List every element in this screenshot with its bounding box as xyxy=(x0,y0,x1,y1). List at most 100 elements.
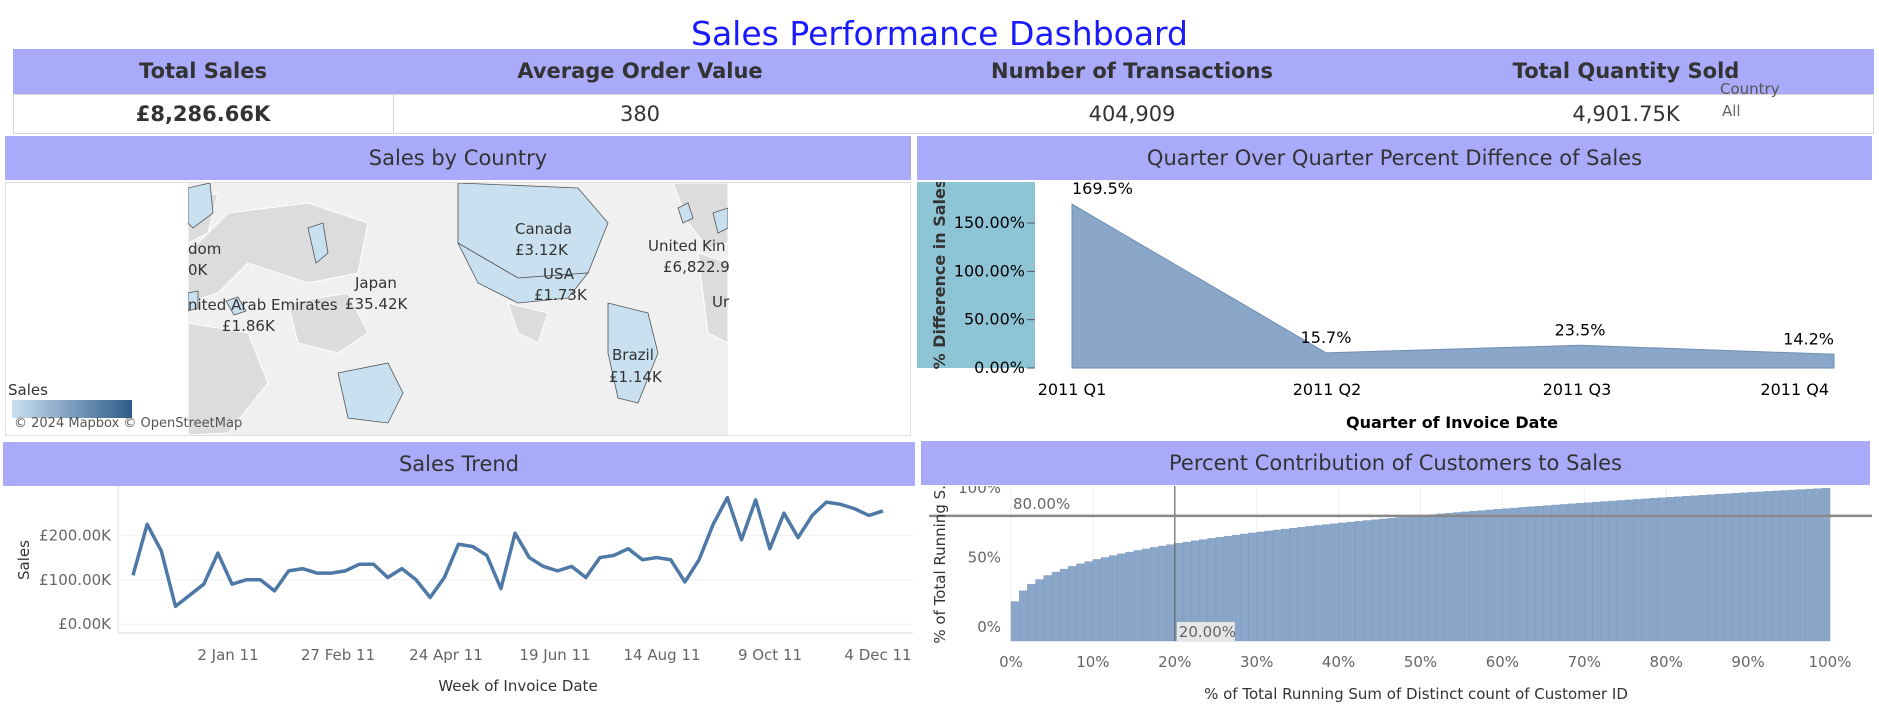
qoq-area-series xyxy=(1071,203,1835,369)
pareto-ref-x-label: 20.00% xyxy=(1179,623,1236,641)
pareto-x-tick: 70% xyxy=(1568,653,1601,671)
pareto-bar xyxy=(1682,496,1691,642)
pareto-bar xyxy=(1281,528,1290,642)
pareto-bar xyxy=(1051,571,1061,642)
pareto-ref-y-label: 80.00% xyxy=(1013,495,1070,513)
qoq-y-axis-title: % Difference in Sales xyxy=(930,182,949,369)
qoq-y-tick: 100.00% xyxy=(954,261,1025,280)
pareto-bar xyxy=(1698,495,1708,642)
map-value-usa: £1.73K xyxy=(534,286,587,304)
pareto-bar xyxy=(1035,579,1044,642)
pareto-bar xyxy=(1076,563,1085,642)
pareto-bar xyxy=(1813,488,1823,642)
pareto-bar xyxy=(1780,490,1790,642)
map-label-canada: Canada xyxy=(515,220,573,238)
qoq-x-axis-title: Quarter of Invoice Date xyxy=(1346,413,1558,432)
pareto-bar xyxy=(1444,513,1454,642)
pareto-x-tick: 60% xyxy=(1486,653,1519,671)
pareto-chart[interactable]: 0% 50% 100% 0% 10% 20% 30% 40% 50% 60% 70% 80% 90% 10… xyxy=(921,486,1876,708)
trend-x-tick: 2 Jan 11 xyxy=(197,646,258,664)
pareto-bar xyxy=(1133,550,1143,642)
pareto-bar xyxy=(1616,500,1626,642)
pareto-bar xyxy=(1379,518,1388,642)
qoq-area-chart[interactable]: 0.00% 50.00% 100.00% 150.00% 169.5% 2011 Q1 15… xyxy=(917,182,1872,436)
pareto-y-tick: 100% xyxy=(958,486,1001,497)
pareto-bar xyxy=(1436,513,1446,642)
pareto-bar xyxy=(1453,512,1462,642)
trend-x-tick: 4 Dec 11 xyxy=(844,646,911,664)
qoq-y-tick: 0.00% xyxy=(974,358,1025,377)
trend-x-tick: 9 Oct 11 xyxy=(738,646,802,664)
pareto-bar xyxy=(1764,491,1773,642)
pareto-bar xyxy=(1330,523,1339,642)
qoq-y-tick: 50.00% xyxy=(964,310,1025,329)
pareto-bar xyxy=(1027,584,1036,642)
pareto-x-tick: 90% xyxy=(1731,653,1764,671)
qoq-axis-band xyxy=(917,182,1035,368)
pareto-bar xyxy=(1666,497,1675,642)
world-map[interactable] xyxy=(188,183,728,435)
sales-trend-line-chart[interactable]: £0.00K £100.00K £200.00K 2 Jan 11 27 Feb 11 2… xyxy=(3,486,915,698)
pareto-bar xyxy=(1412,515,1421,642)
map-panel-title: Sales by Country xyxy=(5,136,911,180)
pareto-bar xyxy=(1395,517,1405,642)
pareto-bar xyxy=(1010,601,1020,642)
trend-x-axis-title: Week of Invoice Date xyxy=(438,677,597,695)
qoq-x-tick: 2011 Q1 xyxy=(1038,380,1107,399)
pareto-bar xyxy=(1158,545,1167,642)
trend-x-tick: 27 Feb 11 xyxy=(301,646,375,664)
pareto-bar xyxy=(1371,519,1380,642)
map-label-uk-left: dom xyxy=(188,240,222,258)
kpi-avg-order-value: 380 xyxy=(619,102,661,126)
pareto-bar xyxy=(1584,502,1593,642)
pareto-bar xyxy=(1518,507,1528,642)
pareto-bar xyxy=(1043,575,1053,642)
pareto-bar xyxy=(1502,508,1511,642)
qoq-x-tick: 2011 Q2 xyxy=(1293,380,1362,399)
dashboard-title: Sales Performance Dashboard xyxy=(691,14,1188,53)
pareto-x-tick: 20% xyxy=(1158,653,1191,671)
pareto-bar xyxy=(1420,515,1429,642)
pareto-panel-title: Percent Contribution of Customers to Sal… xyxy=(921,441,1870,485)
trend-panel-title: Sales Trend xyxy=(3,442,915,486)
pareto-bar xyxy=(1690,495,1700,642)
trend-x-tick: 24 Apr 11 xyxy=(409,646,483,664)
pareto-bar xyxy=(1772,490,1782,642)
pareto-x-tick: 100% xyxy=(1809,653,1852,671)
pareto-bar xyxy=(1461,511,1470,642)
pareto-bar xyxy=(1256,531,1266,642)
pareto-bar xyxy=(1592,501,1601,642)
trend-y-axis-title: Sales xyxy=(15,540,33,580)
map-label-usa: USA xyxy=(543,265,575,283)
pareto-bar xyxy=(1322,524,1331,642)
trend-x-tick: 14 Aug 11 xyxy=(624,646,701,664)
pareto-bar xyxy=(1362,520,1372,642)
qoq-y-tick: 150.00% xyxy=(954,213,1025,232)
pareto-bar xyxy=(1313,525,1323,642)
pareto-bar xyxy=(1100,557,1110,642)
trend-y-tick: £100.00K xyxy=(39,571,112,589)
pareto-bar xyxy=(1510,507,1519,642)
pareto-bar xyxy=(1297,527,1307,642)
pareto-bar xyxy=(1354,521,1364,642)
map-label-ur: Ur xyxy=(712,293,730,311)
pareto-bar xyxy=(1608,500,1618,642)
qoq-x-tick: 2011 Q4 xyxy=(1760,380,1829,399)
country-filter-label: Country xyxy=(1720,80,1780,98)
country-filter-dropdown[interactable]: All xyxy=(1722,102,1741,120)
trend-y-tick: £0.00K xyxy=(58,615,112,633)
pareto-bar xyxy=(1469,511,1479,642)
pareto-bar xyxy=(1428,514,1438,642)
kpi-avg-order-label: Average Order Value xyxy=(517,59,763,83)
map-label-japan: Japan xyxy=(355,274,397,292)
trend-y-tick: £200.00K xyxy=(39,526,112,544)
pareto-x-tick: 50% xyxy=(1404,653,1437,671)
pareto-bar xyxy=(1756,491,1765,642)
kpi-divider xyxy=(393,94,394,134)
pareto-bar xyxy=(1272,529,1282,642)
map-value-brazil: £1.14K xyxy=(609,368,662,386)
pareto-bar xyxy=(1485,509,1495,642)
qoq-panel-title: Quarter Over Quarter Percent Diffence of… xyxy=(917,136,1872,180)
map-value-japan: £35.42K xyxy=(345,295,408,313)
pareto-x-tick: 10% xyxy=(1076,653,1109,671)
